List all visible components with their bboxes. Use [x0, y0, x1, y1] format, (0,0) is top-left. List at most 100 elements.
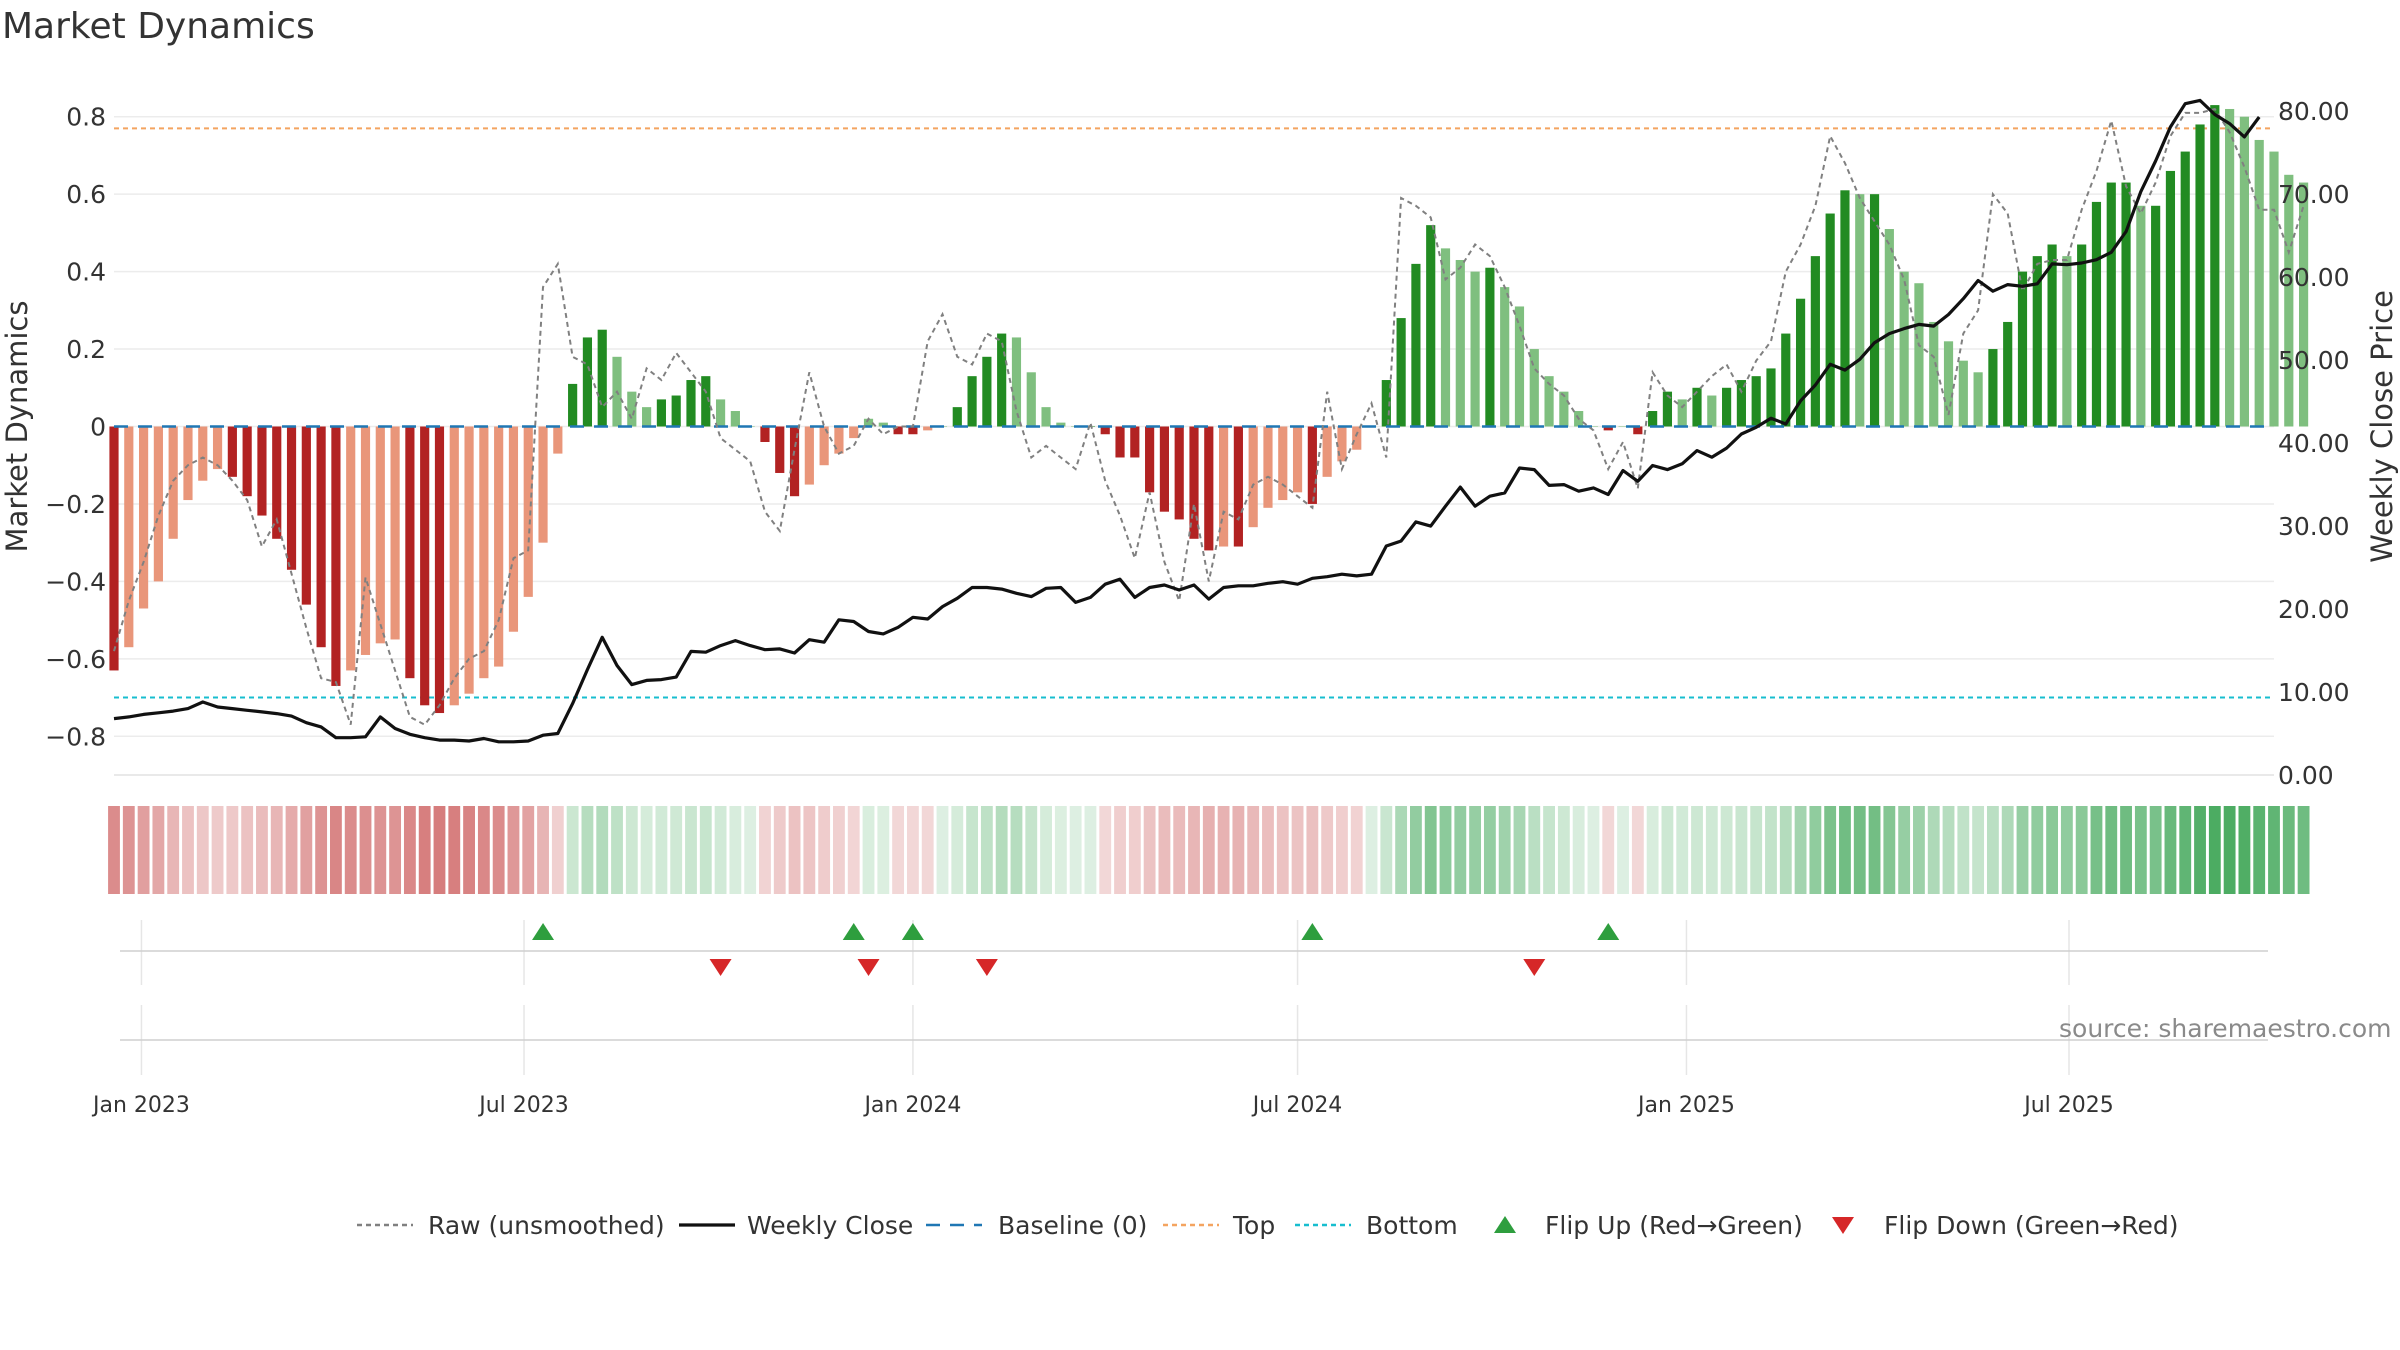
flip-down-marker	[709, 959, 732, 976]
legend-label-close: Weekly Close	[747, 1211, 913, 1240]
regime-band-cell	[1498, 806, 1511, 894]
regime-band-cell	[1986, 806, 1999, 894]
regime-band-cell	[1276, 806, 1289, 894]
regime-band-cell	[759, 806, 771, 894]
regime-band-cell	[1913, 806, 1925, 894]
dynamics-bar	[139, 426, 149, 609]
dynamics-bar	[701, 376, 711, 427]
weekly-close-line	[113, 98, 2261, 744]
regime-band-cell	[1809, 806, 1822, 894]
dynamics-bar	[1840, 190, 1850, 427]
regime-band-cell	[847, 806, 860, 894]
regime-band-cell	[2297, 806, 2310, 894]
regime-band-cell	[1957, 806, 1970, 894]
dynamics-bar	[1781, 333, 1791, 427]
regime-band-cell	[182, 806, 194, 894]
regime-band-cell	[2268, 806, 2280, 894]
dynamics-bar	[789, 426, 800, 497]
y-tick-label: 0.2	[66, 335, 106, 364]
dynamics-bar	[627, 391, 637, 427]
raw-line	[113, 107, 2305, 726]
dynamics-bar	[2195, 124, 2205, 427]
regime-band-cell	[1691, 806, 1703, 894]
dynamics-bar	[908, 426, 918, 435]
dynamics-bar	[523, 426, 533, 597]
y2-tick-label: 30.00	[2278, 512, 2350, 541]
dynamics-bar	[124, 426, 134, 648]
regime-band-cell	[152, 806, 165, 894]
regime-band-cell	[1262, 806, 1274, 894]
y2-tick-label: 10.00	[2278, 678, 2350, 707]
flip-down-marker	[975, 959, 998, 976]
x-tick-label: Jul 2024	[1251, 1093, 1343, 1118]
dynamics-bar	[2003, 321, 2013, 427]
regime-band-cell	[1631, 806, 1644, 894]
dynamics-bar	[1396, 318, 1406, 427]
regime-band-cell	[1336, 806, 1348, 894]
regime-band-cell	[966, 806, 978, 894]
regime-band-cell	[1010, 806, 1023, 894]
dynamics-bar	[2106, 182, 2116, 427]
dynamics-bar	[1026, 372, 1036, 427]
dynamics-bar	[405, 426, 415, 679]
dynamics-bar	[1248, 426, 1258, 528]
regime-band-cell	[1898, 806, 1911, 894]
dynamics-bar	[1278, 426, 1288, 501]
dynamics-bar	[360, 426, 371, 655]
dynamics-bar	[1337, 426, 1347, 462]
legend-label-baseline: Baseline (0)	[998, 1211, 1147, 1240]
regime-band-cell	[744, 806, 757, 894]
regime-band-cell	[1557, 806, 1570, 894]
dynamics-bar	[434, 426, 445, 714]
regime-band-cell	[1646, 806, 1659, 894]
regime-band-cell	[1217, 806, 1230, 894]
regime-band-cell	[803, 806, 816, 894]
regime-band-cell	[1365, 806, 1378, 894]
y-tick-label: −0.6	[45, 645, 106, 674]
dynamics-bar	[1559, 391, 1569, 427]
regime-band-cell	[1410, 806, 1422, 894]
regime-band-cell	[1794, 806, 1807, 894]
grid-layer	[114, 115, 2274, 1075]
regime-band-cell	[1572, 806, 1585, 894]
regime-band-cell	[1114, 806, 1126, 894]
regime-band-cell	[788, 806, 801, 894]
dynamics-bar	[1381, 380, 1391, 427]
dynamics-bar	[1455, 259, 1465, 427]
regime-band-cell	[1188, 806, 1200, 894]
regime-band-cell	[108, 806, 120, 894]
x-tick-label: Jul 2025	[2022, 1093, 2114, 1118]
dynamics-bar	[2032, 256, 2042, 427]
regime-band-cell	[1232, 806, 1245, 894]
y-tick-label: −0.8	[45, 722, 106, 751]
dynamics-bar	[1722, 387, 1732, 427]
dynamics-bar	[1544, 376, 1554, 427]
regime-band-cell	[862, 806, 875, 894]
dynamics-bar	[1500, 287, 1510, 427]
dynamics-bar	[198, 426, 208, 481]
dynamics-bar	[1219, 426, 1229, 547]
axes: −0.8 −0.6 −0.4 −0.2 0 0.2 0.4 0.6 0.8 0.00 10.00 20…	[0, 97, 2399, 1118]
regime-band-cell	[226, 806, 239, 894]
dynamics-bar	[2299, 182, 2309, 427]
regime-band-cell	[2046, 806, 2058, 894]
regime-band-cell	[196, 806, 209, 894]
dynamics-bar	[642, 407, 652, 427]
dynamics-bars	[109, 105, 2309, 714]
regime-band-cell	[2016, 806, 2029, 894]
dynamics-bar	[286, 426, 297, 570]
regime-band-cell	[1942, 806, 1955, 894]
regime-band-cell	[537, 806, 549, 894]
dynamics-bar	[1041, 407, 1051, 427]
dynamics-bar	[1145, 426, 1155, 493]
dynamics-bar	[1973, 372, 1983, 427]
regime-band-cell	[1868, 806, 1881, 894]
regime-band-cell	[625, 806, 638, 894]
regime-band-cell	[773, 806, 786, 894]
dynamics-bar	[420, 426, 430, 706]
dynamics-bar	[804, 426, 814, 485]
dynamics-bar	[464, 426, 474, 694]
dynamics-bar	[1159, 426, 1169, 512]
dynamics-bar	[553, 426, 563, 454]
regime-band-cell	[1054, 806, 1067, 894]
